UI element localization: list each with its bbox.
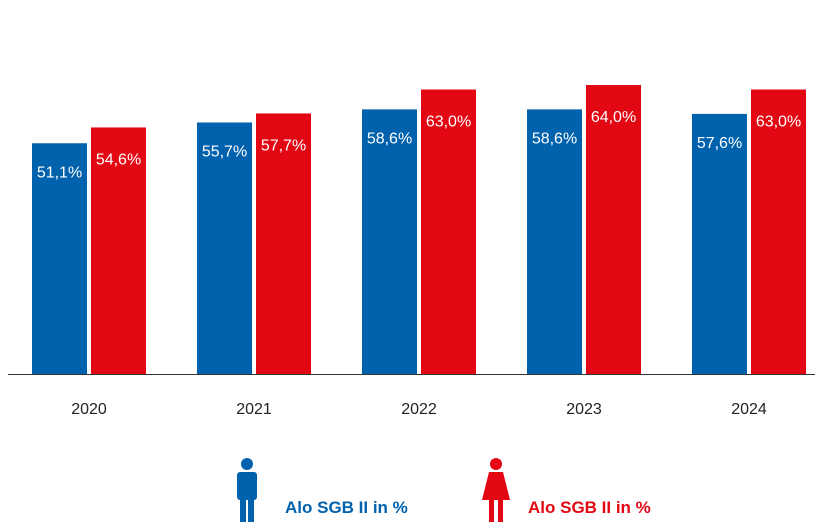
data-label-2024-series-2: 63,0% bbox=[756, 114, 801, 131]
male-person-icon bbox=[237, 458, 257, 522]
x-tick-label-2023: 2023 bbox=[566, 401, 602, 418]
bar-2020-series-2 bbox=[91, 127, 146, 375]
data-label-2020-series-1: 51,1% bbox=[37, 164, 82, 181]
x-tick-label-2022: 2022 bbox=[401, 401, 437, 418]
legend-label-female: Alo SGB II in % bbox=[528, 498, 651, 517]
legend-item-male: Alo SGB II in % bbox=[233, 456, 423, 522]
bar-2021-series-1 bbox=[197, 122, 252, 374]
data-label-2023-series-1: 58,6% bbox=[532, 130, 577, 147]
data-label-2022-series-2: 63,0% bbox=[426, 114, 471, 131]
data-label-2021-series-2: 57,7% bbox=[261, 137, 306, 154]
legend-label-male: Alo SGB II in % bbox=[285, 498, 408, 517]
x-tick-label-2021: 2021 bbox=[236, 401, 272, 418]
bar-2020-series-1 bbox=[32, 143, 87, 374]
data-label-2021-series-1: 55,7% bbox=[202, 143, 247, 160]
data-label-2022-series-1: 58,6% bbox=[367, 130, 412, 147]
bar-2022-series-1 bbox=[362, 109, 417, 375]
bar-2023-series-2 bbox=[586, 85, 641, 374]
data-label-2020-series-2: 54,6% bbox=[96, 151, 141, 168]
data-label-2024-series-1: 57,6% bbox=[697, 135, 742, 152]
x-tick-label-2024: 2024 bbox=[731, 401, 767, 418]
data-label-2023-series-2: 64,0% bbox=[591, 109, 636, 126]
bar-chart: 51,1% 54,6% 2020 55,7% 57,7% 2021 58,6% 63,0% 20… bbox=[8, 85, 815, 418]
bar-2024-series-1 bbox=[692, 113, 747, 375]
x-tick-label-2020: 2020 bbox=[71, 401, 107, 418]
bar-2024-series-2 bbox=[751, 89, 806, 374]
legend-item-female: Alo SGB II in % bbox=[480, 456, 680, 522]
bar-2021-series-2 bbox=[256, 113, 311, 375]
bar-2022-series-2 bbox=[421, 89, 476, 374]
female-person-icon bbox=[482, 458, 510, 522]
bar-2023-series-1 bbox=[527, 109, 582, 375]
